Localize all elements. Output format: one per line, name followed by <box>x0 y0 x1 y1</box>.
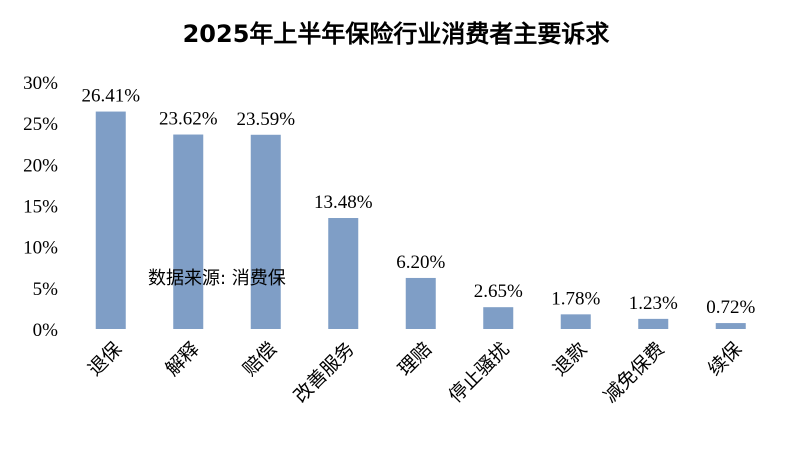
bar-series <box>95 111 746 329</box>
bar-value-label: 1.78% <box>551 288 600 309</box>
x-tick-label: 理赔 <box>394 338 436 380</box>
x-tick-label: 赔偿 <box>239 338 281 380</box>
bar-value-label: 23.59% <box>236 109 295 130</box>
bar-value-label: 2.65% <box>474 281 523 302</box>
y-tick-label: 5% <box>33 279 59 300</box>
bar-value-label: 13.48% <box>314 192 373 213</box>
bar <box>483 307 514 329</box>
bar <box>638 318 669 329</box>
bar <box>715 323 746 329</box>
bar <box>560 314 591 329</box>
bar <box>250 134 281 329</box>
bar-value-label: 0.72% <box>706 297 755 318</box>
y-tick-label: 10% <box>23 238 58 259</box>
y-tick-label: 25% <box>23 114 58 135</box>
source-annotation: 数据来源: 消费保 <box>148 268 286 289</box>
x-tick-label: 解释 <box>161 338 203 380</box>
x-tick-label: 续保 <box>704 338 746 380</box>
bar <box>328 218 359 329</box>
bar-value-label: 1.23% <box>629 293 678 314</box>
value-labels: 26.41% 23.62% 23.59% 13.48% 6.20% 2.65% 1.78% 1… <box>81 86 755 319</box>
y-tick-label: 0% <box>33 320 59 341</box>
y-tick-label: 15% <box>23 197 58 218</box>
bar <box>173 134 204 329</box>
x-axis: 退保 解释 赔偿 改善服务 理赔 停止骚扰 退款 减免保费 续保 <box>84 338 746 407</box>
x-tick-label: 改善服务 <box>289 338 358 407</box>
x-tick-label: 退保 <box>84 338 126 380</box>
bar-value-label: 26.41% <box>81 86 140 107</box>
x-tick-label: 退款 <box>549 338 591 380</box>
bar-value-label: 23.62% <box>159 109 218 130</box>
x-tick-label: 停止骚扰 <box>444 338 513 407</box>
bar <box>95 111 126 329</box>
bar-value-label: 6.20% <box>396 252 445 273</box>
bar <box>405 277 436 329</box>
y-tick-label: 30% <box>23 73 58 94</box>
y-tick-label: 20% <box>23 155 58 176</box>
x-tick-label: 减免保费 <box>599 338 668 407</box>
chart-title: 2025年上半年保险行业消费者主要诉求 <box>183 20 610 48</box>
y-axis: 0% 5% 10% 15% 20% 25% 30% <box>23 73 58 341</box>
